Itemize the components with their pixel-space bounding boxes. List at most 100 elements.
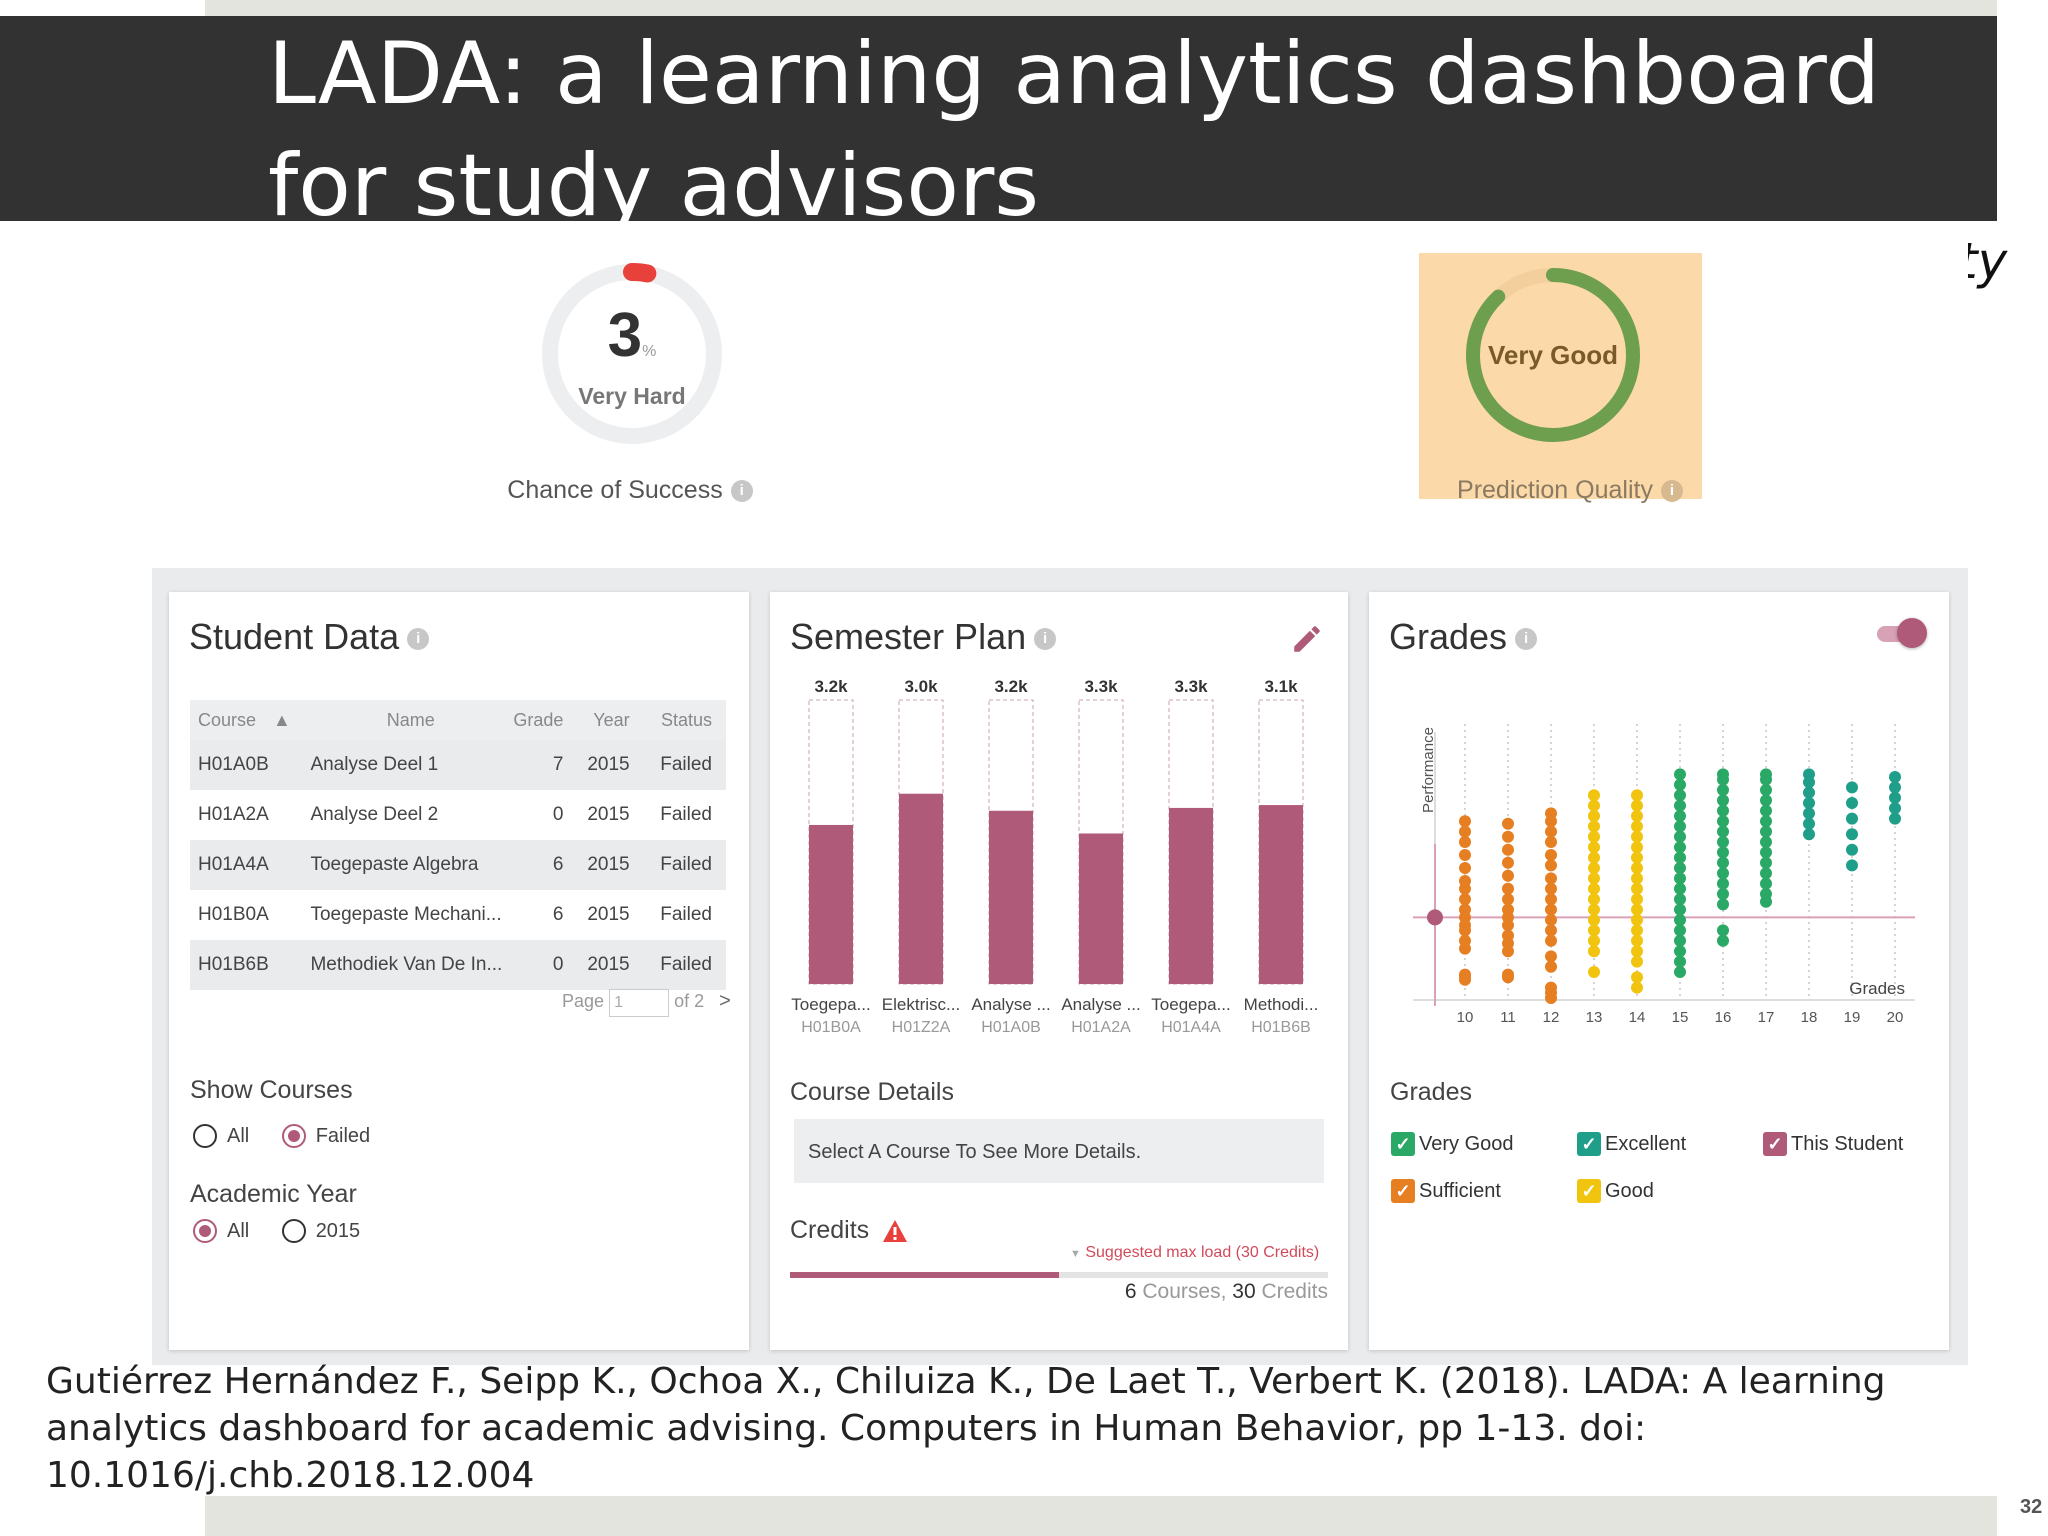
scatter-point[interactable]	[1674, 830, 1686, 843]
scatter-point[interactable]	[1631, 789, 1643, 802]
scatter-point[interactable]	[1674, 851, 1686, 864]
scatter-point[interactable]	[1674, 966, 1686, 978]
scatter-point[interactable]	[1674, 914, 1686, 926]
scatter-point[interactable]	[1717, 825, 1729, 838]
scatter-point[interactable]	[1760, 836, 1772, 848]
scatter-point[interactable]	[1674, 955, 1686, 968]
scatter-point[interactable]	[1674, 882, 1686, 895]
scatter-point[interactable]	[1588, 945, 1600, 958]
info-icon[interactable]: i	[1034, 628, 1057, 651]
scatter-point[interactable]	[1889, 791, 1901, 804]
scatter-point[interactable]	[1459, 815, 1471, 828]
scatter-point[interactable]	[1502, 903, 1514, 916]
scatter-point[interactable]	[1674, 924, 1686, 937]
scatter-point[interactable]	[1588, 893, 1600, 906]
scatter-point[interactable]	[1889, 802, 1901, 815]
scatter-point[interactable]	[1545, 849, 1557, 861]
scatter-point[interactable]	[1803, 797, 1815, 809]
scatter-point[interactable]	[1760, 846, 1772, 859]
scatter-point[interactable]	[1545, 859, 1557, 872]
scatter-point[interactable]	[1588, 830, 1600, 843]
radio-show-failed[interactable]	[281, 1124, 306, 1148]
scatter-point[interactable]	[1674, 841, 1686, 854]
table-row[interactable]: H01A2A Analyse Deel 2 0 2015 Failed	[190, 790, 726, 840]
scatter-point[interactable]	[1760, 867, 1772, 880]
next-page-icon[interactable]: >	[719, 990, 731, 1012]
legend-good[interactable]: ✓ Good	[1577, 1179, 1654, 1203]
scatter-point[interactable]	[1674, 789, 1686, 802]
scatter-point[interactable]	[1459, 934, 1471, 947]
radio-year-all[interactable]	[193, 1219, 217, 1243]
scatter-point[interactable]	[1459, 862, 1471, 874]
radio-year-2015[interactable]	[281, 1219, 306, 1243]
scatter-point[interactable]	[1545, 960, 1557, 973]
scatter-point[interactable]	[1459, 875, 1471, 887]
scatter-point[interactable]	[1545, 872, 1557, 885]
scatter-point[interactable]	[1588, 872, 1600, 885]
scatter-point[interactable]	[1717, 846, 1729, 859]
scatter-point[interactable]	[1545, 934, 1557, 947]
this-student-point[interactable]	[1427, 909, 1443, 926]
bar[interactable]	[899, 793, 943, 984]
scatter-point[interactable]	[1717, 794, 1729, 807]
scatter-point[interactable]	[1502, 856, 1514, 869]
page-number-input[interactable]	[609, 989, 670, 1017]
scatter-point[interactable]	[1674, 872, 1686, 885]
scatter-point[interactable]	[1631, 820, 1643, 833]
bar[interactable]	[809, 824, 853, 984]
bar[interactable]	[989, 810, 1033, 984]
scatter-point[interactable]	[1545, 836, 1557, 848]
legend-excellent[interactable]: ✓ Excellent	[1577, 1132, 1686, 1156]
scatter-point[interactable]	[1588, 934, 1600, 947]
scatter-point[interactable]	[1588, 810, 1600, 822]
scatter-point[interactable]	[1459, 893, 1471, 906]
column-header-course[interactable]: Course ▲	[190, 700, 310, 740]
scatter-point[interactable]	[1631, 914, 1643, 926]
scatter-point[interactable]	[1588, 914, 1600, 926]
scatter-point[interactable]	[1631, 893, 1643, 906]
scatter-point[interactable]	[1588, 862, 1600, 874]
radio-show-all[interactable]	[193, 1124, 217, 1148]
grades-toggle[interactable]	[1877, 616, 1927, 652]
column-header-year[interactable]: Year	[564, 700, 631, 740]
scatter-point[interactable]	[1717, 804, 1729, 817]
scatter-point[interactable]	[1631, 799, 1643, 812]
scatter-point[interactable]	[1631, 872, 1643, 885]
table-row[interactable]: H01A4A Toegepaste Algebra 6 2015 Failed	[190, 840, 726, 890]
scatter-point[interactable]	[1717, 898, 1729, 911]
scatter-point[interactable]	[1631, 862, 1643, 874]
scatter-point[interactable]	[1459, 849, 1471, 861]
scatter-point[interactable]	[1760, 794, 1772, 807]
scatter-point[interactable]	[1674, 945, 1686, 958]
scatter-point[interactable]	[1760, 877, 1772, 890]
scatter-point[interactable]	[1631, 810, 1643, 822]
scatter-point[interactable]	[1631, 934, 1643, 947]
scatter-point[interactable]	[1760, 888, 1772, 900]
scatter-point[interactable]	[1631, 981, 1643, 994]
scatter-point[interactable]	[1889, 781, 1901, 794]
scatter-point[interactable]	[1588, 799, 1600, 812]
scatter-point[interactable]	[1760, 815, 1772, 828]
scatter-point[interactable]	[1803, 768, 1815, 781]
scatter-point[interactable]	[1803, 828, 1815, 841]
scatter-point[interactable]	[1717, 856, 1729, 869]
info-icon[interactable]: i	[1660, 480, 1683, 503]
scatter-point[interactable]	[1760, 804, 1772, 817]
scatter-point[interactable]	[1717, 768, 1729, 781]
table-row[interactable]: H01A0B Analyse Deel 1 7 2015 Failed	[190, 740, 726, 790]
scatter-point[interactable]	[1459, 825, 1471, 838]
scatter-point[interactable]	[1631, 924, 1643, 937]
scatter-point[interactable]	[1803, 807, 1815, 820]
column-header-grade[interactable]: Grade	[512, 700, 565, 740]
scatter-point[interactable]	[1545, 893, 1557, 906]
scatter-point[interactable]	[1717, 867, 1729, 880]
scatter-point[interactable]	[1588, 882, 1600, 895]
scatter-point[interactable]	[1502, 817, 1514, 830]
scatter-point[interactable]	[1674, 862, 1686, 874]
scatter-point[interactable]	[1502, 893, 1514, 906]
scatter-point[interactable]	[1459, 903, 1471, 916]
table-row[interactable]: H01B6B Methodiek Van De In... 0 2015 Fai…	[190, 940, 726, 990]
scatter-point[interactable]	[1588, 851, 1600, 864]
column-header-status[interactable]: Status	[630, 700, 726, 740]
scatter-point[interactable]	[1717, 888, 1729, 900]
